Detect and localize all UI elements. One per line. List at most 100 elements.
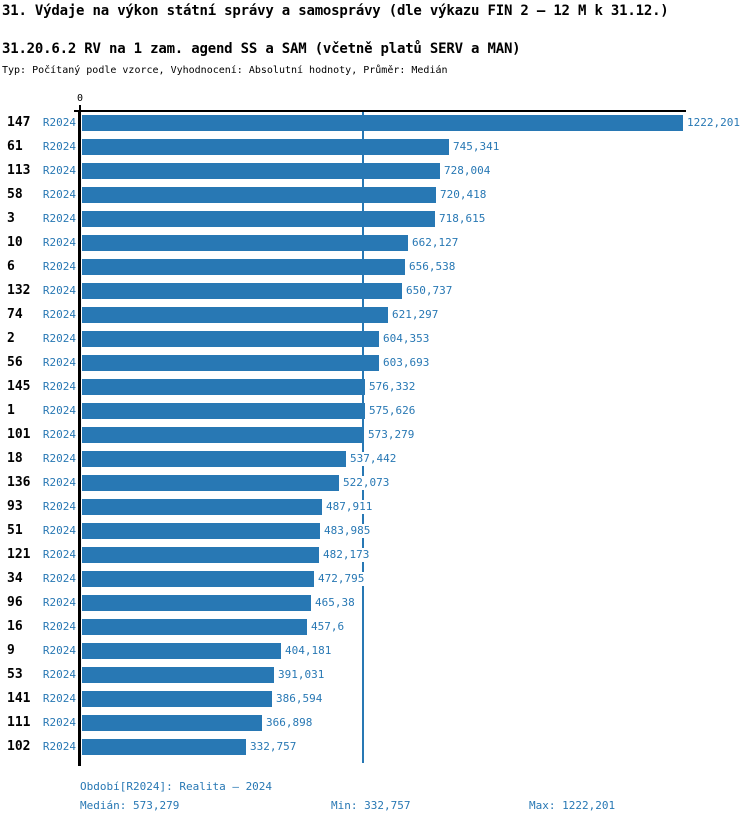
chart-row: 53 R2024 391,031: [0, 663, 750, 687]
bar: [82, 667, 274, 683]
chart-row: 61 R2024 745,341: [0, 135, 750, 159]
bar: [82, 139, 449, 155]
bar: [82, 115, 683, 131]
bar-value-label: 650,737: [405, 284, 454, 298]
bar-value-label: 457,6: [310, 620, 346, 634]
chart-row: 18 R2024 537,442: [0, 447, 750, 471]
chart-meta-line: Typ: Počítaný podle vzorce, Vyhodnocení:…: [2, 65, 448, 76]
bar-value-label: 576,332: [368, 380, 417, 394]
bar-value-label: 391,031: [277, 668, 326, 682]
bar: [82, 427, 364, 443]
row-period-label: R2024: [42, 452, 76, 465]
row-period-label: R2024: [42, 620, 76, 633]
bar-value-label: 573,279: [367, 428, 416, 442]
bar-value-label: 728,004: [443, 164, 492, 178]
chart-title: 31. Výdaje na výkon státní správy a samo…: [2, 3, 669, 19]
bar-value-label: 604,353: [382, 332, 431, 346]
bar: [82, 739, 246, 755]
chart-row: 1 R2024 575,626: [0, 399, 750, 423]
bar: [82, 571, 314, 587]
row-id-label: 56: [7, 355, 23, 370]
row-id-label: 2: [7, 331, 15, 346]
row-id-label: 6: [7, 259, 15, 274]
bar-value-label: 386,594: [275, 692, 324, 706]
row-period-label: R2024: [42, 692, 76, 705]
row-period-label: R2024: [42, 236, 76, 249]
chart-subtitle: 31.20.6.2 RV na 1 zam. agend SS a SAM (v…: [2, 41, 521, 57]
row-id-label: 74: [7, 307, 23, 322]
row-period-label: R2024: [42, 164, 76, 177]
chart-row: 141 R2024 386,594: [0, 687, 750, 711]
row-period-label: R2024: [42, 596, 76, 609]
row-id-label: 9: [7, 643, 15, 658]
row-id-label: 111: [7, 715, 31, 730]
row-id-label: 1: [7, 403, 15, 418]
row-id-label: 58: [7, 187, 23, 202]
row-period-label: R2024: [42, 284, 76, 297]
bar-value-label: 332,757: [249, 740, 298, 754]
bar-value-label: 465,38: [314, 596, 356, 610]
bar-value-label: 522,073: [342, 476, 391, 490]
row-period-label: R2024: [42, 668, 76, 681]
row-period-label: R2024: [42, 644, 76, 657]
bar: [82, 643, 281, 659]
row-id-label: 132: [7, 283, 31, 298]
bar-value-label: 404,181: [284, 644, 333, 658]
bar-value-label: 483,985: [323, 524, 372, 538]
row-id-label: 121: [7, 547, 31, 562]
chart-row: 2 R2024 604,353: [0, 327, 750, 351]
bar-value-label: 745,341: [452, 140, 501, 154]
row-period-label: R2024: [42, 212, 76, 225]
row-id-label: 18: [7, 451, 23, 466]
chart-row: 113 R2024 728,004: [0, 159, 750, 183]
chart-row: 102 R2024 332,757: [0, 735, 750, 759]
footer-median-label: Medián: 573,279: [80, 799, 180, 812]
bar: [82, 523, 320, 539]
bar: [82, 595, 311, 611]
bar: [82, 403, 365, 419]
chart-row: 16 R2024 457,6: [0, 615, 750, 639]
bar: [82, 355, 379, 371]
row-id-label: 34: [7, 571, 23, 586]
bar: [82, 163, 440, 179]
x-axis-zero-tick: [79, 105, 81, 111]
row-id-label: 102: [7, 739, 31, 754]
bar: [82, 475, 339, 491]
bar: [82, 451, 346, 467]
bar-value-label: 720,418: [439, 188, 488, 202]
bar-value-label: 366,898: [265, 716, 314, 730]
row-id-label: 96: [7, 595, 23, 610]
bar: [82, 379, 365, 395]
row-period-label: R2024: [42, 428, 76, 441]
row-period-label: R2024: [42, 116, 76, 129]
chart-row: 9 R2024 404,181: [0, 639, 750, 663]
chart-row: 56 R2024 603,693: [0, 351, 750, 375]
bar: [82, 187, 436, 203]
bar-value-label: 472,795: [317, 572, 366, 586]
x-axis-line: [74, 110, 686, 112]
chart-row: 34 R2024 472,795: [0, 567, 750, 591]
y-axis-line: [78, 110, 81, 766]
row-id-label: 53: [7, 667, 23, 682]
chart-row: 58 R2024 720,418: [0, 183, 750, 207]
chart-row: 121 R2024 482,173: [0, 543, 750, 567]
bar: [82, 715, 262, 731]
bar-value-label: 603,693: [382, 356, 431, 370]
row-period-label: R2024: [42, 500, 76, 513]
bar-value-label: 487,911: [325, 500, 374, 514]
chart-row: 96 R2024 465,38: [0, 591, 750, 615]
row-id-label: 101: [7, 427, 31, 442]
bar-value-label: 621,297: [391, 308, 440, 322]
row-id-label: 16: [7, 619, 23, 634]
bar-value-label: 537,442: [349, 452, 398, 466]
row-id-label: 61: [7, 139, 23, 154]
chart-row: 111 R2024 366,898: [0, 711, 750, 735]
row-period-label: R2024: [42, 188, 76, 201]
row-id-label: 3: [7, 211, 15, 226]
row-id-label: 136: [7, 475, 31, 490]
row-period-label: R2024: [42, 308, 76, 321]
row-id-label: 10: [7, 235, 23, 250]
chart-row: 3 R2024 718,615: [0, 207, 750, 231]
footer-min-label: Min: 332,757: [331, 799, 411, 812]
